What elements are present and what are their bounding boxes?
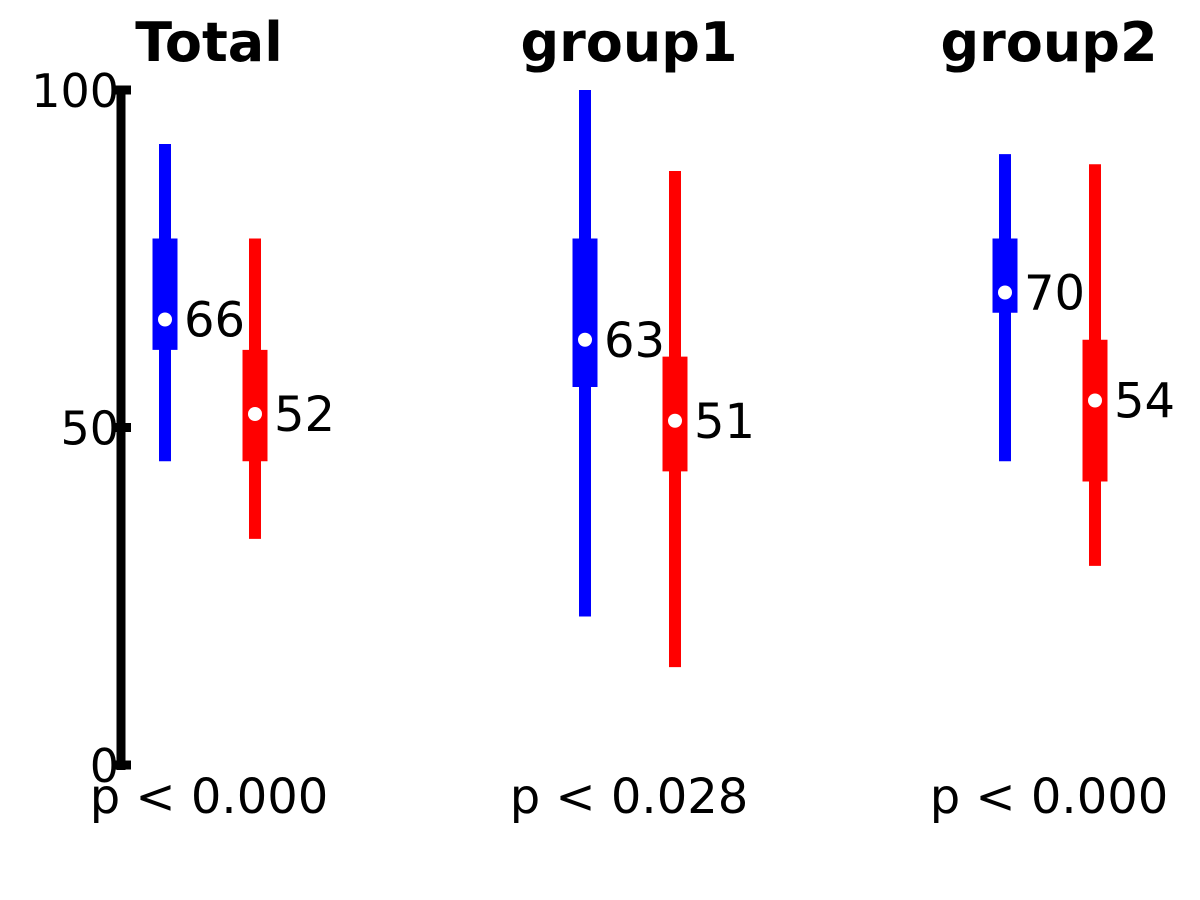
y-tick-label: 0 <box>90 739 119 793</box>
interval-box <box>992 238 1018 313</box>
panel-title: Total <box>135 11 283 74</box>
value-label: 63 <box>604 313 665 369</box>
interval-box <box>1082 339 1108 482</box>
median-point <box>998 285 1012 300</box>
p-value-label: p < 0.000 <box>930 769 1169 825</box>
panel-total: Total 66 52 p < 0.000 <box>90 11 335 825</box>
median-point <box>1088 393 1102 408</box>
median-point <box>668 413 682 428</box>
interval-box <box>152 238 178 350</box>
value-label: 54 <box>1114 374 1175 430</box>
panel-title: group1 <box>520 11 737 74</box>
panel-group1: group1 63 51 p < 0.028 <box>510 11 755 825</box>
p-value-label: p < 0.028 <box>510 769 749 825</box>
panel-group2: group2 70 54 p < 0.000 <box>930 11 1175 825</box>
median-point <box>578 332 592 347</box>
y-tick-label: 50 <box>60 402 119 456</box>
value-label: 66 <box>184 293 245 349</box>
median-point <box>248 407 262 421</box>
value-label: 70 <box>1024 266 1085 322</box>
value-label: 52 <box>274 387 335 443</box>
panel-title: group2 <box>940 11 1157 74</box>
median-point <box>158 312 172 327</box>
interval-box <box>242 349 268 462</box>
p-value-label: p < 0.000 <box>90 769 329 825</box>
y-tick-label: 100 <box>31 64 119 118</box>
interval-box <box>572 238 598 387</box>
y-axis-ticks: 0 50 100 <box>31 64 131 793</box>
value-label: 51 <box>694 394 755 450</box>
